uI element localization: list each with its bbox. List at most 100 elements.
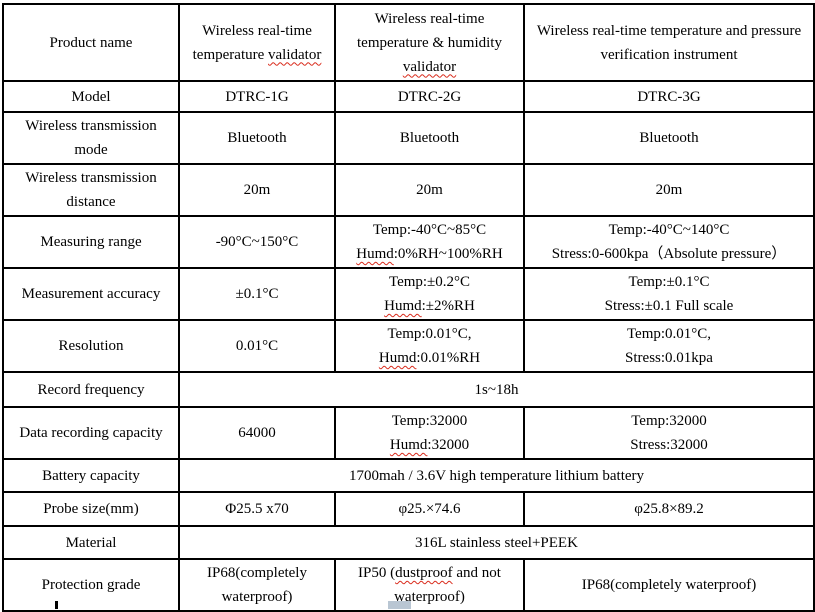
spellcheck-word: validator bbox=[268, 46, 322, 63]
cell-mode-dtrc1g: Bluetooth bbox=[178, 111, 336, 165]
cell-probe-dtrc3g: φ25.8×89.2 bbox=[523, 491, 815, 527]
cell-text: IP50 ( bbox=[358, 565, 396, 581]
cell-accuracy-dtrc2g: Temp:±0.2°C Humd:±2%RH bbox=[334, 267, 525, 321]
cell-accuracy-dtrc1g: ±0.1°C bbox=[178, 267, 336, 321]
cell-material-merged: 316L stainless steel+PEEK bbox=[178, 525, 815, 560]
cell-model-dtrc1g: DTRC-1G bbox=[178, 80, 336, 113]
row-measuring-range: Measuring range -90°C~150°C Temp:-40°C~8… bbox=[2, 215, 815, 269]
row-label-transmission-mode: Wireless transmission mode bbox=[2, 111, 180, 165]
cell-text: :±2%RH bbox=[421, 298, 475, 314]
cell-resolution-dtrc1g: 0.01°C bbox=[178, 319, 336, 373]
cell-accuracy-dtrc3g: Temp:±0.1°C Stress:±0.1 Full scale bbox=[523, 267, 815, 321]
cell-model-dtrc2g: DTRC-2G bbox=[334, 80, 525, 113]
cell-line: Temp:32000 bbox=[631, 413, 707, 429]
cell-line: Wireless real-time bbox=[374, 10, 485, 27]
cell-mode-dtrc2g: Bluetooth bbox=[334, 111, 525, 165]
row-label-measurement-accuracy: Measurement accuracy bbox=[2, 267, 180, 321]
cell-resolution-dtrc3g: Temp:0.01°C, Stress:0.01kpa bbox=[523, 319, 815, 373]
cell-model-dtrc3g: DTRC-3G bbox=[523, 80, 815, 113]
cell-line: Stress:0-600kpa（Absolute pressure） bbox=[551, 246, 787, 262]
cell-distance-dtrc1g: 20m bbox=[178, 163, 336, 217]
cell-line: temperature validator bbox=[184, 43, 330, 67]
cell-capacity-dtrc1g: 64000 bbox=[178, 406, 336, 460]
cell-line: Temp:0.01°C, bbox=[387, 326, 472, 342]
spellcheck-word: dustproof bbox=[395, 565, 453, 581]
row-label-protection-grade: Protection grade bbox=[2, 558, 180, 612]
text-cursor-mark bbox=[55, 601, 58, 609]
row-product-name: Product name Wireless real-time temperat… bbox=[2, 3, 815, 82]
cell-line: temperature & humidity bbox=[357, 34, 502, 51]
row-material: Material 316L stainless steel+PEEK bbox=[2, 525, 815, 560]
cell-text: temperature bbox=[192, 46, 269, 63]
row-label-material: Material bbox=[2, 525, 180, 560]
row-protection-grade: Protection grade IP68(completely waterpr… bbox=[2, 558, 815, 612]
row-label-resolution: Resolution bbox=[2, 319, 180, 373]
cell-text: :0.01%RH bbox=[416, 350, 481, 366]
row-label-product-name: Product name bbox=[2, 3, 180, 82]
row-transmission-mode: Wireless transmission mode Bluetooth Blu… bbox=[2, 111, 815, 165]
cell-distance-dtrc3g: 20m bbox=[523, 163, 815, 217]
cell-product-dtrc1g: Wireless real-time temperature validator bbox=[178, 3, 336, 82]
row-record-frequency: Record frequency 1s~18h bbox=[2, 371, 815, 408]
cell-probe-dtrc1g: Φ25.5 x70 bbox=[178, 491, 336, 527]
cell-line: Temp:±0.2°C bbox=[388, 274, 471, 290]
cell-range-dtrc3g: Temp:-40°C~140°C Stress:0-600kpa（Absolut… bbox=[523, 215, 815, 269]
cell-protection-dtrc3g: IP68(completely waterproof) bbox=[523, 558, 815, 612]
cell-line: Temp:±0.1°C bbox=[628, 274, 710, 290]
row-transmission-distance: Wireless transmission distance 20m 20m 2… bbox=[2, 163, 815, 217]
cell-probe-dtrc2g: φ25.×74.6 bbox=[334, 491, 525, 527]
cell-range-dtrc1g: -90°C~150°C bbox=[178, 215, 336, 269]
row-label-record-frequency: Record frequency bbox=[2, 371, 180, 408]
spellcheck-word: Humd bbox=[378, 350, 417, 366]
cell-line: validator bbox=[340, 55, 519, 79]
cell-text: and not bbox=[452, 565, 501, 581]
cell-line: Stress:0.01kpa bbox=[625, 350, 713, 366]
spec-table-container: Product name Wireless real-time temperat… bbox=[2, 3, 815, 612]
row-probe-size: Probe size(mm) Φ25.5 x70 φ25.×74.6 φ25.8… bbox=[2, 491, 815, 527]
cell-capacity-dtrc3g: Temp:32000 Stress:32000 bbox=[523, 406, 815, 460]
cell-line: Stress:±0.1 Full scale bbox=[604, 298, 734, 314]
row-label-model: Model bbox=[2, 80, 180, 113]
row-label-transmission-distance: Wireless transmission distance bbox=[2, 163, 180, 217]
cell-product-dtrc2g: Wireless real-time temperature & humidit… bbox=[334, 3, 525, 82]
cell-text: :32000 bbox=[427, 437, 470, 453]
cell-line: Wireless real-time bbox=[202, 22, 312, 39]
spellcheck-word: Humd bbox=[384, 298, 422, 314]
cell-line: Stress:32000 bbox=[630, 437, 708, 453]
row-label-probe-size: Probe size(mm) bbox=[2, 491, 180, 527]
cell-line: waterproof) bbox=[221, 589, 293, 605]
row-battery-capacity: Battery capacity 1700mah / 3.6V high tem… bbox=[2, 458, 815, 493]
spellcheck-word: validator bbox=[402, 58, 457, 75]
cell-text: :0%RH~100%RH bbox=[393, 246, 503, 262]
cell-line: Humd:32000 bbox=[340, 433, 519, 457]
cell-protection-dtrc1g: IP68(completely waterproof) bbox=[178, 558, 336, 612]
cell-record-frequency-merged: 1s~18h bbox=[178, 371, 815, 408]
cell-line: Humd:±2%RH bbox=[340, 294, 519, 318]
spec-table: Product name Wireless real-time temperat… bbox=[2, 3, 815, 612]
cell-line: Temp:-40°C~140°C bbox=[608, 222, 730, 238]
row-label-measuring-range: Measuring range bbox=[2, 215, 180, 269]
cell-line: Humd:0.01%RH bbox=[340, 346, 519, 370]
cell-line: IP68(completely bbox=[207, 565, 307, 581]
row-data-recording-capacity: Data recording capacity 64000 Temp:32000… bbox=[2, 406, 815, 460]
cell-distance-dtrc2g: 20m bbox=[334, 163, 525, 217]
row-label-battery-capacity: Battery capacity bbox=[2, 458, 180, 493]
cell-resolution-dtrc2g: Temp:0.01°C, Humd:0.01%RH bbox=[334, 319, 525, 373]
spellcheck-word: Humd bbox=[356, 246, 394, 262]
row-model: Model DTRC-1G DTRC-2G DTRC-3G bbox=[2, 80, 815, 113]
cell-product-dtrc3g: Wireless real-time temperature and press… bbox=[523, 3, 815, 82]
cell-protection-dtrc2g: IP50 (dustproof and not waterproof) bbox=[334, 558, 525, 612]
cell-capacity-dtrc2g: Temp:32000 Humd:32000 bbox=[334, 406, 525, 460]
cell-line: waterproof) bbox=[394, 589, 465, 605]
selection-artifact bbox=[388, 601, 411, 609]
cell-line: Temp:32000 bbox=[391, 413, 468, 429]
cell-range-dtrc2g: Temp:-40°C~85°C Humd:0%RH~100%RH bbox=[334, 215, 525, 269]
row-measurement-accuracy: Measurement accuracy ±0.1°C Temp:±0.2°C … bbox=[2, 267, 815, 321]
row-resolution: Resolution 0.01°C Temp:0.01°C, Humd:0.01… bbox=[2, 319, 815, 373]
cell-line: Humd:0%RH~100%RH bbox=[340, 242, 519, 266]
cell-line: IP50 (dustproof and not bbox=[340, 561, 519, 585]
cell-line: Temp:-40°C~85°C bbox=[372, 222, 487, 238]
cell-line: Temp:0.01°C, bbox=[626, 326, 712, 342]
spellcheck-word: Humd bbox=[389, 437, 428, 453]
cell-battery-capacity-merged: 1700mah / 3.6V high temperature lithium … bbox=[178, 458, 815, 493]
